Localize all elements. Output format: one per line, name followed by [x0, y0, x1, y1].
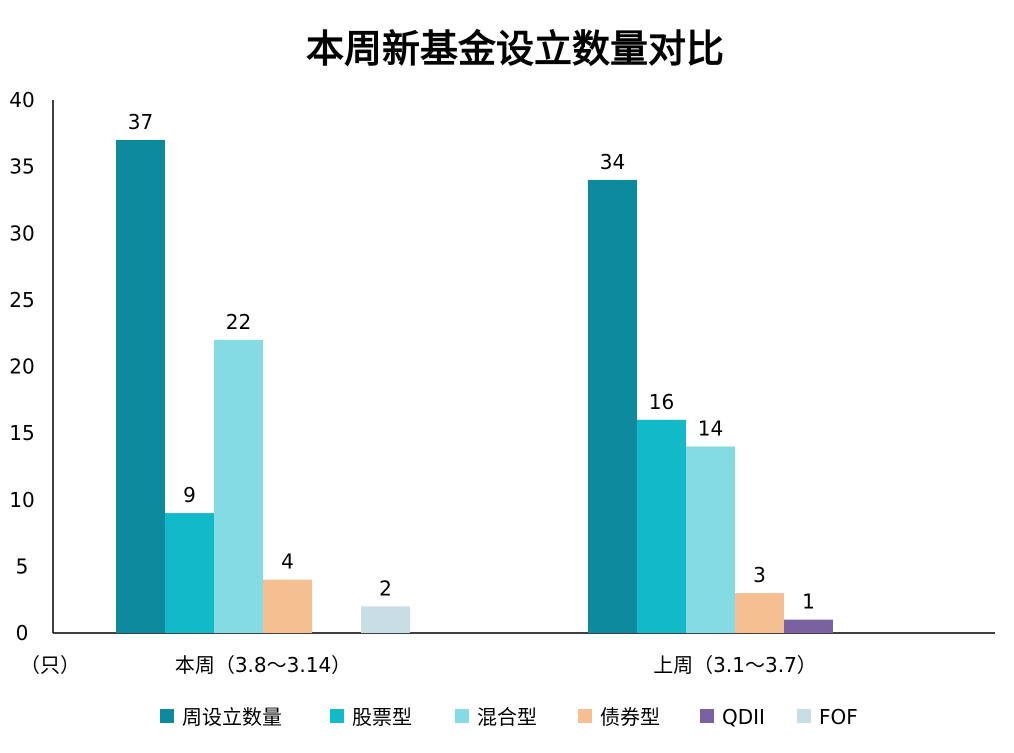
bar [263, 579, 312, 633]
legend-swatch [578, 709, 592, 723]
legend-swatch [330, 709, 344, 723]
data-label: 22 [226, 310, 251, 334]
bar [361, 606, 410, 633]
axes: 0 5 10 15 20 25 30 35 40 本周（3.8～3.14） 上周（3.1～3.7） [9, 88, 995, 677]
legend: 周设立数量 股票型 混合型 债券型 QDII FOF [160, 705, 858, 729]
data-label: 16 [649, 390, 674, 414]
bar [784, 619, 833, 633]
bar [637, 419, 686, 633]
y-tick-label: 10 [9, 488, 34, 512]
legend-swatch [797, 709, 811, 723]
y-tick-label: 25 [9, 288, 34, 312]
y-axis-unit-label: （只） [20, 653, 80, 677]
legend-item: 股票型 [330, 705, 412, 729]
bars [116, 139, 833, 633]
bar [735, 593, 784, 633]
data-label: 2 [379, 576, 392, 600]
data-label: 37 [128, 110, 153, 134]
legend-label: 混合型 [477, 705, 537, 729]
legend-item: 混合型 [455, 705, 537, 729]
y-tick-label: 40 [9, 88, 34, 112]
legend-label: 股票型 [352, 705, 412, 729]
y-tick-label: 35 [9, 155, 34, 179]
bar [686, 446, 735, 633]
data-labels: 37 34 9 16 22 14 4 3 1 2 [128, 110, 815, 614]
legend-item: QDII [700, 705, 765, 729]
legend-label: 债券型 [600, 705, 660, 729]
legend-item: FOF [797, 705, 858, 729]
legend-label: 周设立数量 [182, 705, 282, 729]
bar [116, 139, 165, 633]
data-label: 34 [600, 150, 625, 174]
y-tick-label: 20 [9, 355, 34, 379]
data-label: 9 [183, 483, 196, 507]
x-category-label: 上周（3.1～3.7） [653, 653, 817, 677]
legend-item: 债券型 [578, 705, 660, 729]
data-label: 4 [281, 550, 294, 574]
bar [588, 179, 637, 633]
data-label: 14 [698, 416, 723, 440]
legend-label: QDII [722, 705, 765, 729]
legend-swatch [700, 709, 714, 723]
bar [165, 513, 214, 633]
legend-swatch [160, 709, 174, 723]
y-tick-label: 30 [9, 221, 34, 245]
data-label: 1 [802, 590, 815, 614]
y-tick-label: 5 [16, 554, 29, 578]
x-category-label: 本周（3.8～3.14） [175, 653, 351, 677]
bar [214, 339, 263, 633]
legend-label: FOF [819, 705, 858, 729]
legend-item: 周设立数量 [160, 705, 282, 729]
chart-title: 本周新基金设立数量对比 [306, 27, 724, 71]
y-tick-label: 15 [9, 421, 34, 445]
y-tick-label: 0 [16, 621, 29, 645]
data-label: 3 [753, 563, 766, 587]
legend-swatch [455, 709, 469, 723]
